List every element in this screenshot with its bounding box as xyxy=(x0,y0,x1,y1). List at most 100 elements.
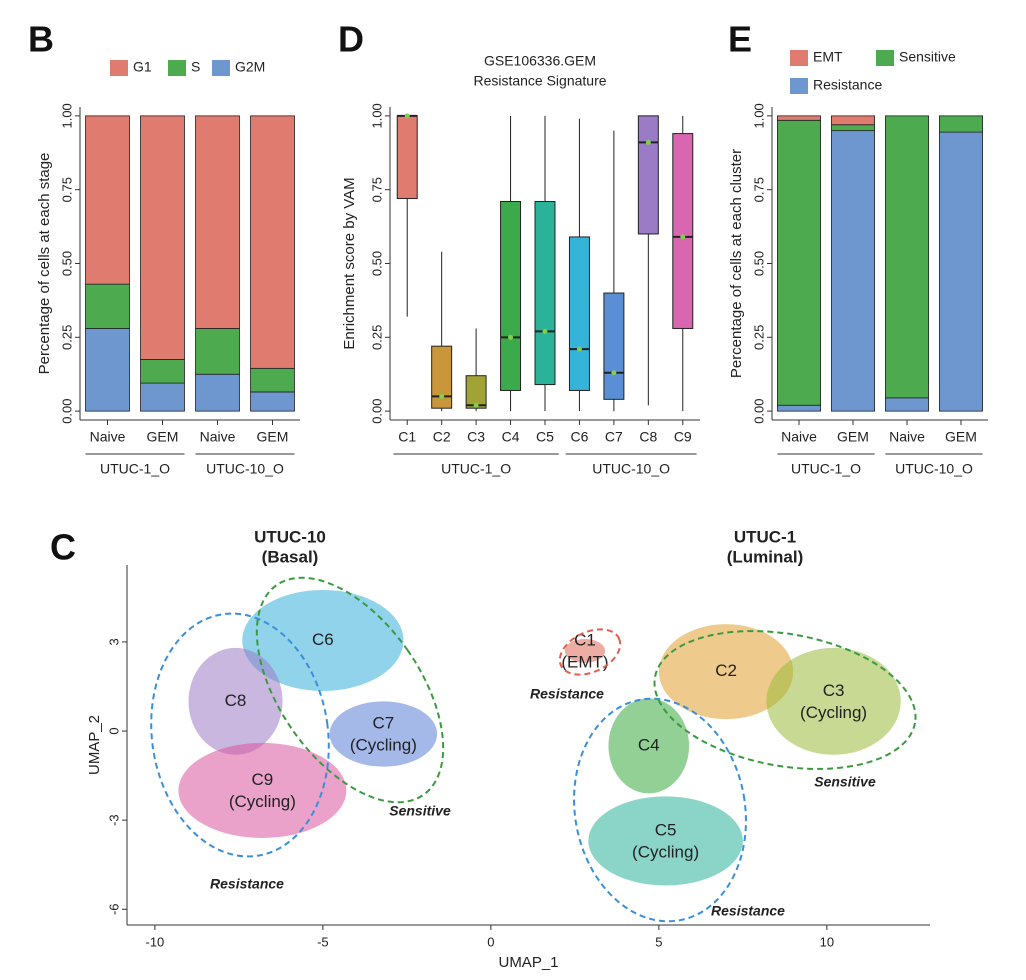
outline xyxy=(653,630,917,770)
bar-segment xyxy=(777,115,822,121)
outline xyxy=(573,697,747,923)
cluster-cloud xyxy=(178,742,347,838)
bar-segment xyxy=(831,115,876,126)
box xyxy=(500,200,522,391)
y-tick-label: -6 xyxy=(106,903,121,915)
bar-segment xyxy=(250,391,295,412)
annotation: Sensitive xyxy=(389,803,451,819)
y-tick-label: -3 xyxy=(106,814,121,826)
bar-segment xyxy=(885,397,930,412)
x-tick-label: C8 xyxy=(639,429,657,445)
cohort-title: UTUC-1 xyxy=(734,527,796,546)
cluster-sublabel: (EMT) xyxy=(561,652,608,671)
median-dot xyxy=(645,139,651,145)
x-tick-label: GEM xyxy=(257,429,289,445)
panel-label: C xyxy=(50,527,76,568)
cohort-title: (Basal) xyxy=(262,547,319,566)
x-tick-label: Naive xyxy=(90,429,126,445)
outline xyxy=(558,628,622,676)
cluster-cloud xyxy=(608,698,690,794)
x-tick-label: -10 xyxy=(145,934,164,949)
cluster-sublabel: (Cycling) xyxy=(632,842,699,861)
panel-label: E xyxy=(728,19,752,60)
group-label: UTUC-1_O xyxy=(441,461,511,477)
group-label: UTUC-10_O xyxy=(206,461,284,477)
x-tick-label: GEM xyxy=(945,429,977,445)
cluster-cloud xyxy=(242,589,404,691)
bar-segment xyxy=(195,373,240,412)
legend-swatch xyxy=(876,50,894,66)
x-tick-label: 0 xyxy=(487,934,494,949)
y-tick-label: 0.50 xyxy=(59,251,74,276)
x-tick-label: C5 xyxy=(536,429,554,445)
group-label: UTUC-10_O xyxy=(895,461,973,477)
x-tick-label: C3 xyxy=(467,429,485,445)
cluster-label: C1 xyxy=(574,630,596,649)
x-tick-label: GEM xyxy=(837,429,869,445)
median-dot xyxy=(473,402,479,408)
legend-label: Sensitive xyxy=(899,49,956,65)
bar-segment xyxy=(250,367,295,393)
bar-segment xyxy=(831,130,876,412)
y-tick-label: 0.00 xyxy=(369,398,384,423)
y-tick-label: 0.50 xyxy=(369,251,384,276)
bar-segment xyxy=(885,115,930,399)
y-tick-label: 1.00 xyxy=(751,103,766,128)
median-dot xyxy=(611,370,617,376)
box xyxy=(534,200,556,386)
outline xyxy=(150,612,330,858)
outline xyxy=(255,576,445,804)
cluster-label: C6 xyxy=(312,630,334,649)
box xyxy=(637,115,659,235)
box xyxy=(431,345,453,409)
group-label: UTUC-1_O xyxy=(791,461,861,477)
cluster-cloud xyxy=(329,701,438,767)
legend-label: G2M xyxy=(235,59,265,75)
legend-swatch xyxy=(168,60,186,76)
cluster-label: C8 xyxy=(225,691,247,710)
x-tick-label: C6 xyxy=(570,429,588,445)
median-dot xyxy=(576,346,582,352)
x-tick-label: C7 xyxy=(605,429,623,445)
x-tick-label: C2 xyxy=(433,429,451,445)
cluster-cloud xyxy=(766,647,901,755)
bar-segment xyxy=(85,328,130,412)
legend-label: EMT xyxy=(813,49,843,65)
chart-subtitle: Resistance Signature xyxy=(473,73,606,89)
y-axis-label: Enrichment score by VAM xyxy=(341,177,358,349)
cluster-cloud xyxy=(564,638,606,663)
bar-segment xyxy=(85,283,130,329)
annotation: Resistance xyxy=(530,686,604,702)
panel-label: B xyxy=(28,19,54,60)
bar-segment xyxy=(140,382,185,412)
bar-segment xyxy=(140,359,185,384)
group-label: UTUC-10_O xyxy=(592,461,670,477)
box xyxy=(672,133,694,329)
box xyxy=(465,375,487,409)
x-tick-label: Naive xyxy=(889,429,925,445)
median-dot xyxy=(508,334,514,340)
y-tick-label: 0.75 xyxy=(751,177,766,202)
bar-segment xyxy=(777,119,822,406)
bar-segment xyxy=(250,115,295,369)
y-tick-label: 0.75 xyxy=(59,177,74,202)
cluster-cloud xyxy=(588,796,743,886)
cluster-sublabel: (Cycling) xyxy=(229,792,296,811)
cluster-label: C3 xyxy=(823,681,845,700)
legend-label: Resistance xyxy=(813,77,882,93)
bar-segment xyxy=(777,404,822,412)
chart-title: GSE106336.GEM xyxy=(484,53,596,69)
legend-swatch xyxy=(790,50,808,66)
median-dot xyxy=(542,328,548,334)
x-tick-label: 5 xyxy=(655,934,662,949)
y-tick-label: 0.00 xyxy=(751,398,766,423)
annotation: Resistance xyxy=(711,903,785,919)
x-tick-label: 10 xyxy=(820,934,834,949)
bar-segment xyxy=(195,328,240,375)
y-tick-label: 0.75 xyxy=(369,177,384,202)
y-tick-label: 0.25 xyxy=(369,325,384,350)
cluster-label: C9 xyxy=(252,770,274,789)
bar-segment xyxy=(939,115,984,133)
y-tick-label: 0.00 xyxy=(59,398,74,423)
y-tick-label: 1.00 xyxy=(369,103,384,128)
